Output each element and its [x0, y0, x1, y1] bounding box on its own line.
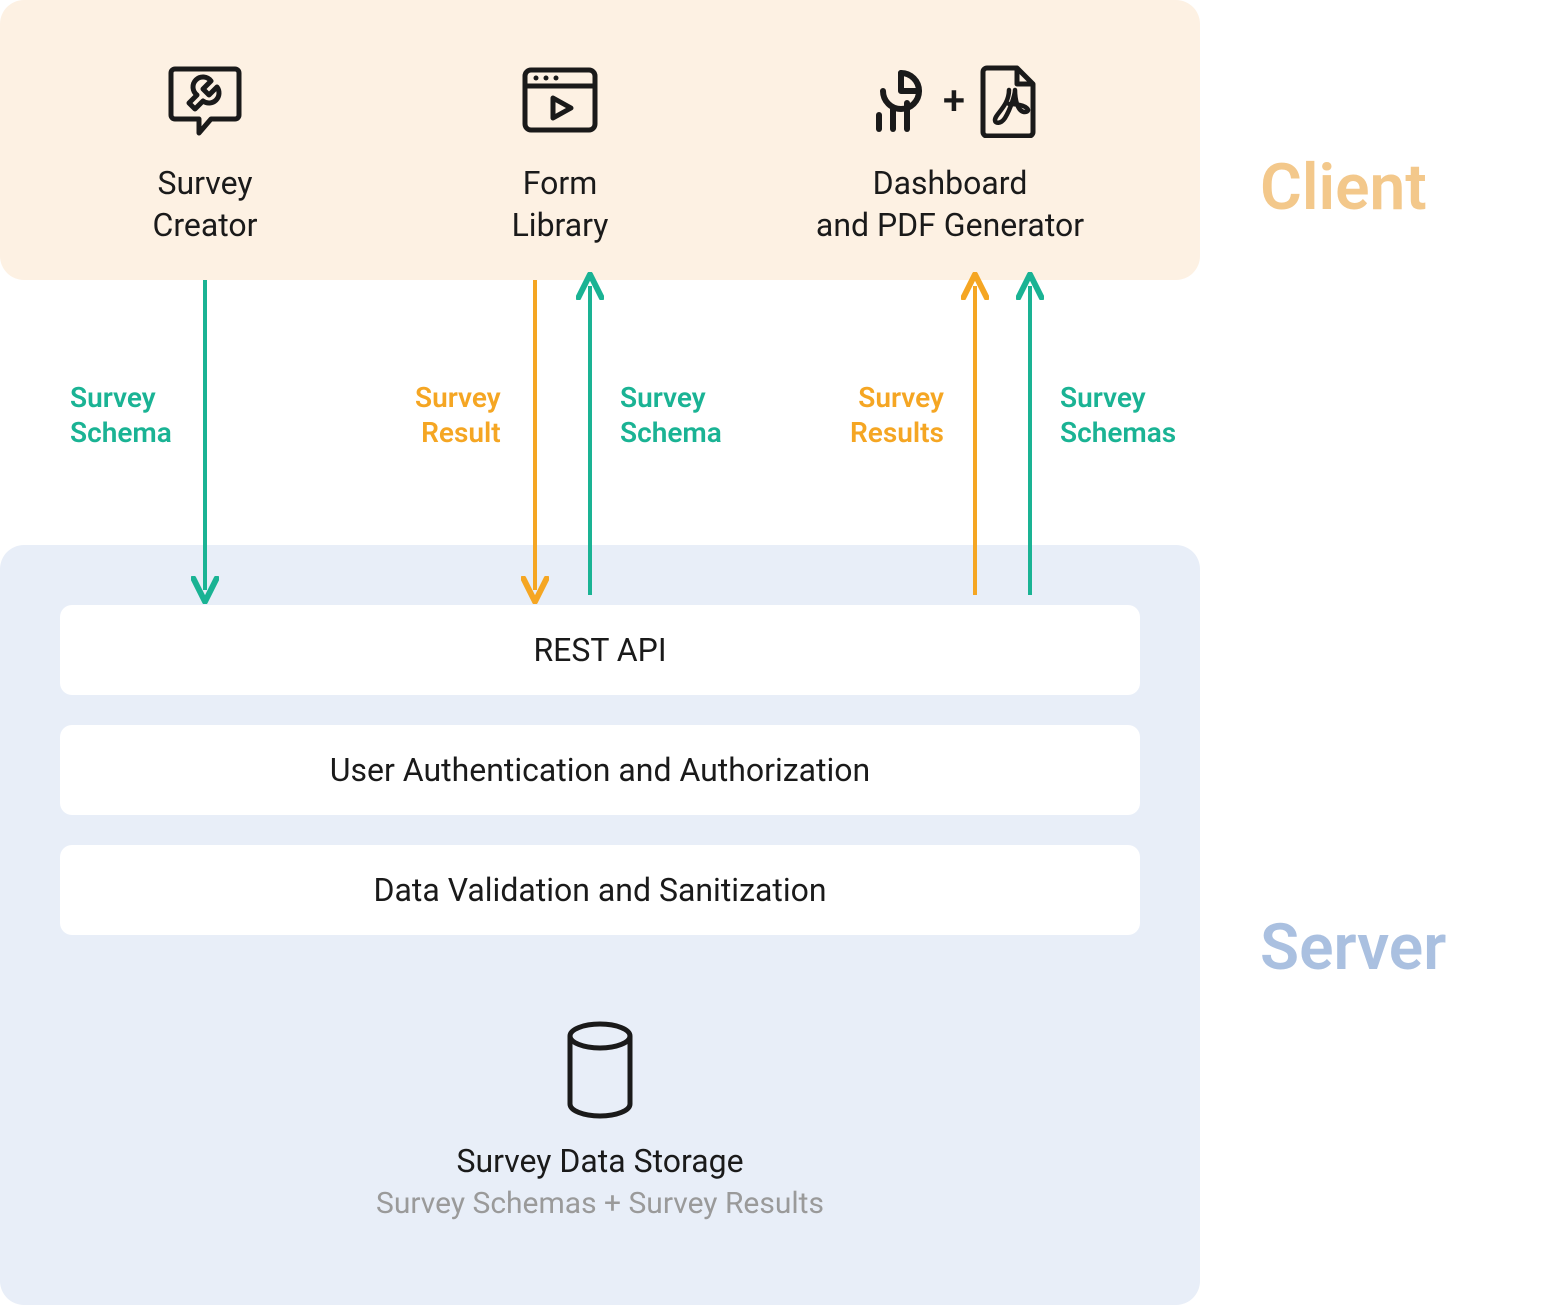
arrow-label-survey-results: Survey Results	[850, 380, 944, 450]
arrow-label-survey-schemas: Survey Schemas	[1060, 380, 1176, 450]
client-item-label: Dashboard and PDF Generator	[750, 163, 1150, 246]
server-layer-label: Data Validation and Sanitization	[373, 871, 826, 909]
wrench-bubble-icon	[95, 55, 315, 145]
storage-subtitle: Survey Schemas + Survey Results	[0, 1186, 1200, 1221]
client-side-label: Client	[1260, 150, 1427, 225]
storage-title: Survey Data Storage	[0, 1142, 1200, 1180]
storage-block: Survey Data Storage Survey Schemas + Sur…	[0, 1020, 1200, 1221]
server-layer-label: REST API	[533, 631, 666, 669]
plus-icon: +	[943, 77, 965, 124]
server-side-label: Server	[1260, 910, 1446, 985]
video-browser-icon	[450, 55, 670, 145]
cylinder-db-icon	[0, 1020, 1200, 1120]
pdf-doc-icon	[979, 62, 1041, 138]
server-layer-auth: User Authentication and Authorization	[60, 725, 1140, 815]
server-layer-label: User Authentication and Authorization	[330, 751, 870, 789]
server-layer-rest-api: REST API	[60, 605, 1140, 695]
server-layer-validation: Data Validation and Sanitization	[60, 845, 1140, 935]
dashboard-pdf-icons: +	[750, 55, 1150, 145]
client-item-survey-creator: Survey Creator	[95, 55, 315, 246]
client-item-label: Form Library	[450, 163, 670, 246]
client-item-form-library: Form Library	[450, 55, 670, 246]
chart-pie-bars-icon	[859, 65, 929, 135]
arrow-label-survey-result: Survey Result	[415, 380, 501, 450]
arrow-label-survey-schema-2: Survey Schema	[620, 380, 722, 450]
client-item-dashboard-pdf: + Dashboard and PDF Generator	[750, 55, 1150, 246]
client-item-label: Survey Creator	[95, 163, 315, 246]
arrow-label-survey-schema-1: Survey Schema	[70, 380, 172, 450]
